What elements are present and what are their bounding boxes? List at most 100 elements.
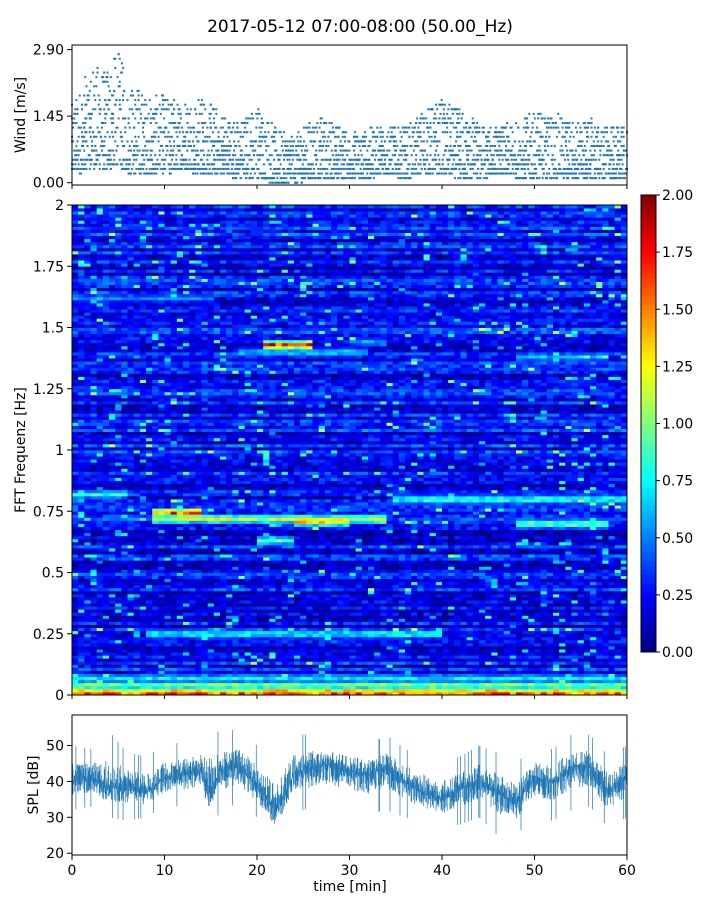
wind-point xyxy=(547,126,550,129)
wind-point xyxy=(581,140,584,143)
spectrogram-cell xyxy=(164,673,172,678)
wind-point xyxy=(345,177,348,180)
wind-point xyxy=(624,149,627,152)
spectrogram-cell xyxy=(497,661,505,665)
wind-point xyxy=(145,140,148,143)
wind-point xyxy=(360,172,363,175)
wind-point xyxy=(170,135,173,138)
wind-point xyxy=(339,154,342,157)
spectrogram-cell xyxy=(146,676,153,681)
spectrogram-cell xyxy=(491,670,498,674)
spectrogram-cell xyxy=(78,646,85,650)
spectrogram-cell xyxy=(349,661,357,665)
spectrogram-cell xyxy=(497,639,505,644)
wind-point xyxy=(327,135,330,138)
spectrogram-cell xyxy=(238,688,246,693)
spectrogram-cell xyxy=(195,633,202,638)
spectrogram-cell xyxy=(614,682,622,687)
wind-point xyxy=(75,144,78,147)
wind-point xyxy=(390,172,393,175)
wind-point xyxy=(90,144,93,147)
spectrogram-cell xyxy=(183,652,190,656)
wind-point xyxy=(541,154,544,157)
wind-point xyxy=(168,167,171,170)
wind-point xyxy=(583,126,586,129)
wind-point xyxy=(590,117,593,120)
wind-point xyxy=(411,131,414,134)
spectrogram-cell xyxy=(189,679,196,684)
wind-point xyxy=(491,172,494,175)
wind-point xyxy=(93,149,96,152)
spectrogram-cell xyxy=(109,688,116,693)
wind-point xyxy=(322,131,325,134)
wind-point xyxy=(98,167,101,170)
wind-point xyxy=(253,140,256,143)
spectrogram-cell xyxy=(331,639,338,644)
spectrogram-cell xyxy=(318,688,326,693)
wind-point xyxy=(104,117,107,120)
wind-point xyxy=(440,167,443,170)
spectrogram-cell xyxy=(164,627,172,632)
spectrogram-cell xyxy=(127,667,135,671)
spectrogram-cell xyxy=(590,633,597,638)
spectrogram-cell xyxy=(392,676,400,681)
wind-point xyxy=(274,149,277,152)
wind-point xyxy=(456,108,459,111)
spectrogram-cell xyxy=(146,636,153,641)
spectrogram-cell xyxy=(583,636,591,641)
spectrogram-cell xyxy=(324,639,332,644)
spectrogram-cell xyxy=(429,633,437,638)
wind-point xyxy=(561,149,564,152)
spectrogram-cell xyxy=(590,682,597,687)
wind-point xyxy=(159,167,162,170)
spectrogram-cell xyxy=(423,646,431,650)
spectrogram-cell xyxy=(398,661,406,665)
wind-point xyxy=(515,167,517,170)
wind-point xyxy=(554,122,557,125)
spectrogram-cell xyxy=(466,673,474,678)
spectrogram-cell xyxy=(183,636,190,641)
wind-point xyxy=(261,135,264,138)
wind-point xyxy=(136,154,139,157)
wind-point xyxy=(112,122,115,125)
spectrogram-cell xyxy=(170,652,178,656)
wind-point xyxy=(448,158,451,161)
spectrogram-cell xyxy=(509,636,517,641)
wind-point xyxy=(325,122,328,125)
spectrogram-cell xyxy=(509,682,517,687)
wind-point xyxy=(445,149,448,152)
spectrogram-cell xyxy=(102,652,110,656)
wind-point xyxy=(568,126,571,129)
spectrogram-cell xyxy=(189,688,196,693)
wind-point xyxy=(290,135,293,138)
wind-point xyxy=(377,158,380,161)
wind-point xyxy=(379,135,382,138)
wind-point xyxy=(419,158,422,161)
spectrogram-cell xyxy=(374,655,381,659)
wind-point xyxy=(485,135,488,138)
wind-point xyxy=(114,57,117,60)
wind-point xyxy=(95,76,98,79)
wind-point xyxy=(501,126,504,129)
wind-point xyxy=(108,135,111,138)
wind-point xyxy=(340,144,343,147)
spectrogram-cell xyxy=(294,630,301,635)
wind-point xyxy=(174,122,177,125)
wind-point xyxy=(209,112,212,115)
spectrogram-cell xyxy=(374,670,381,674)
spectrogram-cell xyxy=(509,627,517,632)
spectrogram-cell xyxy=(479,639,486,644)
spectrogram-cell xyxy=(207,627,215,632)
spectrogram-cell xyxy=(398,667,406,671)
wind-point xyxy=(588,167,591,170)
wind-point xyxy=(241,163,244,166)
spectrogram-cell xyxy=(312,633,320,638)
wind-point xyxy=(345,149,348,152)
spectrogram-cell xyxy=(121,642,128,647)
wind-point xyxy=(441,122,444,125)
spectrogram-cell xyxy=(355,639,363,644)
wind-point xyxy=(193,126,196,129)
wind-point xyxy=(243,172,246,175)
wind-point xyxy=(355,140,358,143)
spectrogram-cell xyxy=(294,639,301,644)
